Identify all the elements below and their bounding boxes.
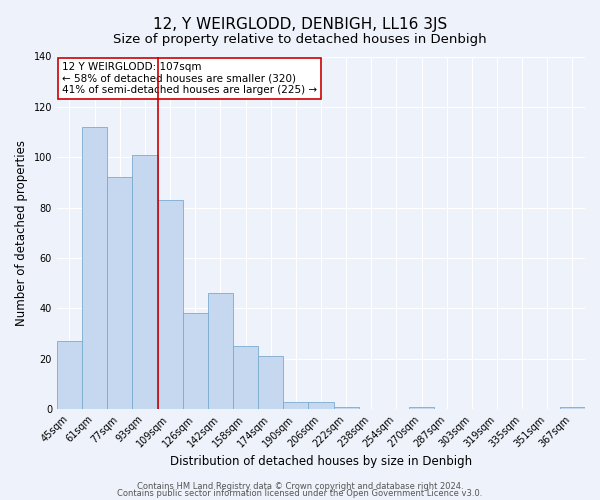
Text: 12 Y WEIRGLODD: 107sqm
← 58% of detached houses are smaller (320)
41% of semi-de: 12 Y WEIRGLODD: 107sqm ← 58% of detached…: [62, 62, 317, 95]
Bar: [158, 200, 182, 409]
Bar: [560, 406, 585, 409]
Text: 12, Y WEIRGLODD, DENBIGH, LL16 3JS: 12, Y WEIRGLODD, DENBIGH, LL16 3JS: [153, 18, 447, 32]
Text: Size of property relative to detached houses in Denbigh: Size of property relative to detached ho…: [113, 32, 487, 46]
Bar: [283, 402, 308, 409]
Bar: [308, 402, 334, 409]
X-axis label: Distribution of detached houses by size in Denbigh: Distribution of detached houses by size …: [170, 454, 472, 468]
Bar: [107, 178, 133, 409]
Bar: [133, 154, 158, 409]
Bar: [334, 406, 359, 409]
Bar: [208, 293, 233, 409]
Bar: [258, 356, 283, 409]
Text: Contains HM Land Registry data © Crown copyright and database right 2024.: Contains HM Land Registry data © Crown c…: [137, 482, 463, 491]
Bar: [233, 346, 258, 409]
Bar: [409, 406, 434, 409]
Bar: [57, 341, 82, 409]
Y-axis label: Number of detached properties: Number of detached properties: [15, 140, 28, 326]
Bar: [82, 127, 107, 409]
Bar: [182, 314, 208, 409]
Text: Contains public sector information licensed under the Open Government Licence v3: Contains public sector information licen…: [118, 489, 482, 498]
